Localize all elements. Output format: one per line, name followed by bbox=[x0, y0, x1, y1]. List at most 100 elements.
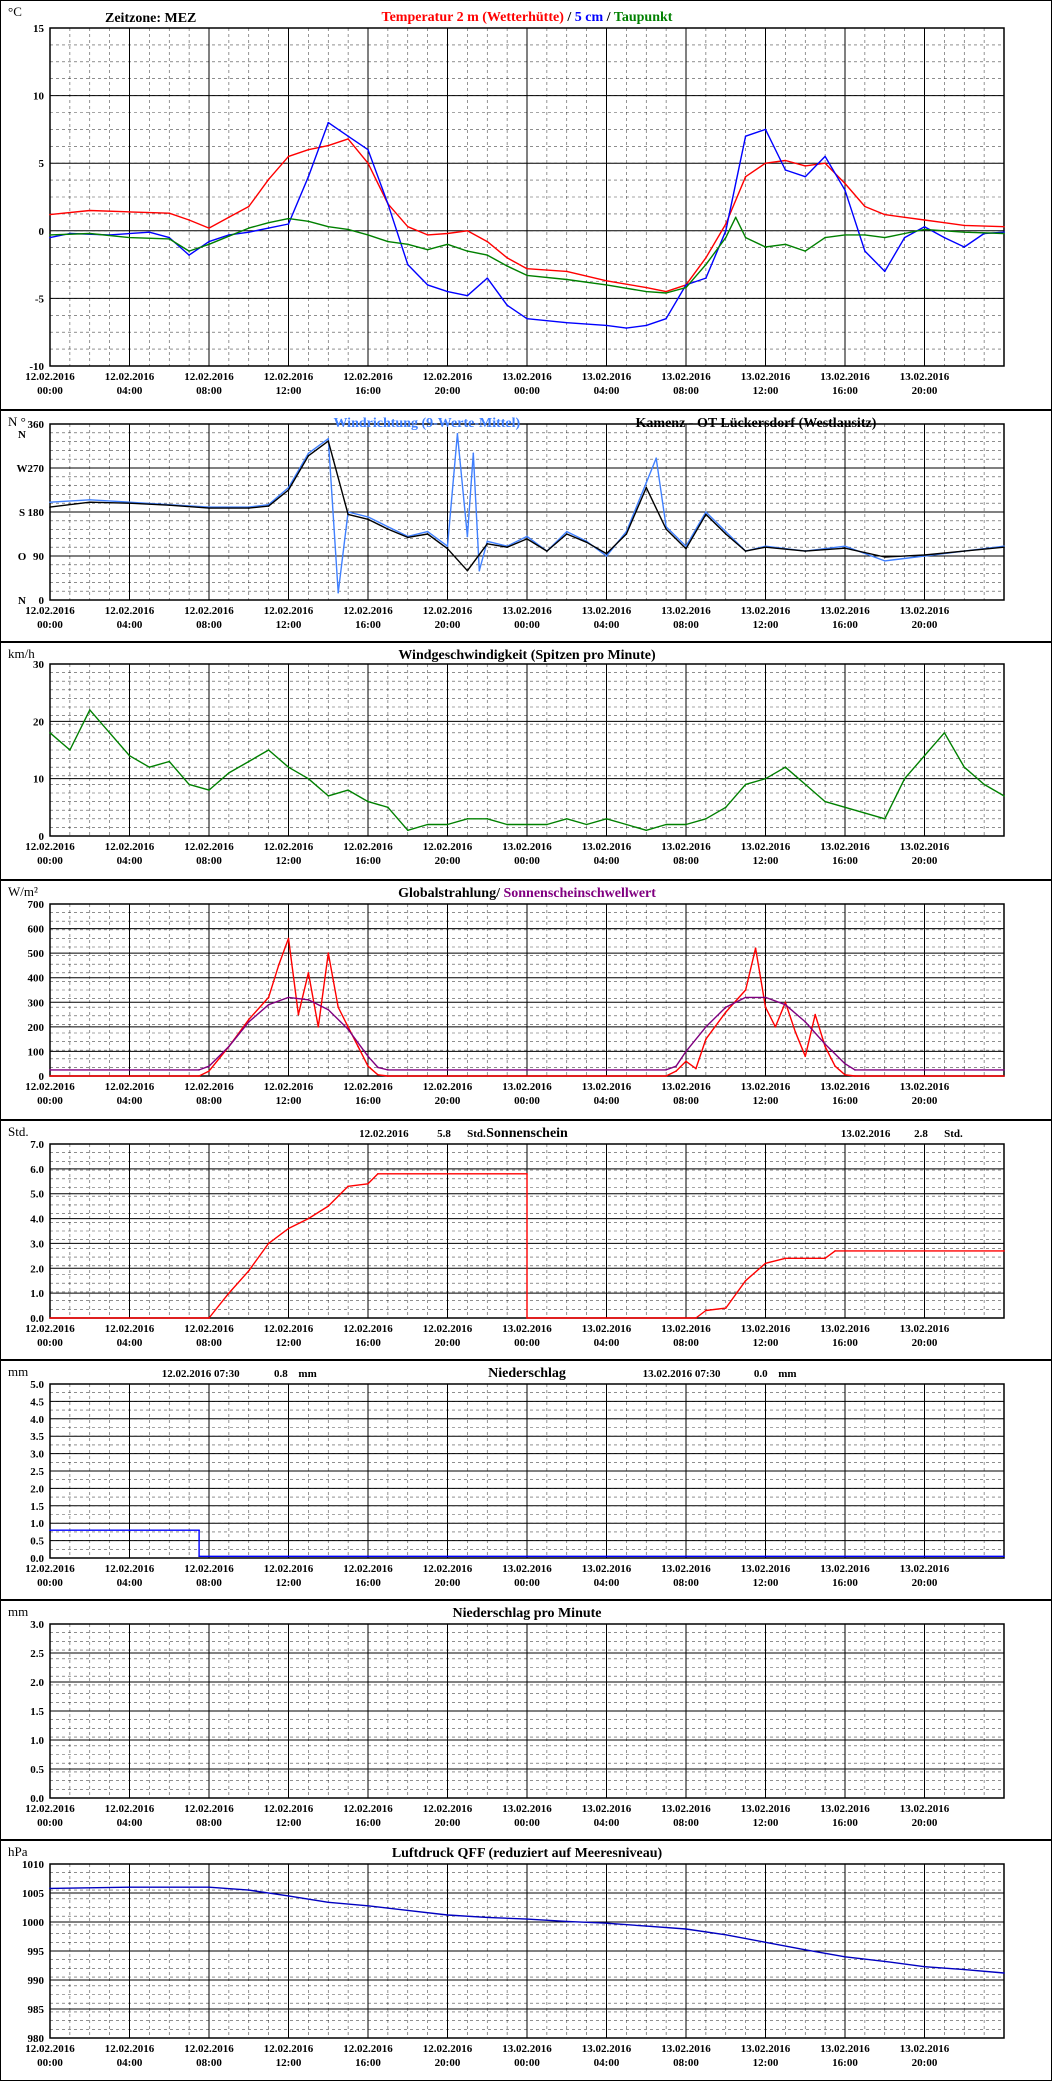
x-tick-time: 20:00 bbox=[912, 1817, 938, 1829]
data-point bbox=[844, 1956, 846, 1958]
data-point bbox=[377, 1066, 379, 1069]
x-tick-time: 00:00 bbox=[37, 1817, 63, 1829]
data-point bbox=[486, 240, 489, 243]
x-tick-date: 13.02.2016 bbox=[582, 1081, 632, 1093]
y-tick-label: 980 bbox=[28, 2033, 45, 2045]
data-point bbox=[247, 760, 250, 763]
data-point bbox=[1003, 225, 1005, 228]
data-point bbox=[705, 511, 707, 513]
data-point bbox=[128, 502, 131, 505]
data-point bbox=[287, 996, 290, 999]
data-point bbox=[208, 1317, 210, 1319]
data-point bbox=[506, 823, 508, 826]
data-point bbox=[307, 972, 310, 974]
y-tick-label: 600 bbox=[28, 924, 45, 936]
data-point bbox=[655, 457, 657, 460]
data-point bbox=[287, 766, 290, 768]
data-point bbox=[247, 1021, 250, 1023]
y-tick-label: 5 bbox=[39, 158, 45, 170]
y-tick-label: 1.5 bbox=[30, 1706, 44, 1718]
data-point bbox=[367, 1055, 369, 1058]
x-tick-date: 12.02.2016 bbox=[423, 1563, 473, 1575]
x-tick-date: 12.02.2016 bbox=[184, 1323, 234, 1335]
data-point bbox=[247, 1018, 250, 1021]
x-tick-time: 16:00 bbox=[355, 385, 381, 397]
x-tick-time: 00:00 bbox=[37, 2057, 63, 2069]
data-point bbox=[198, 1555, 200, 1558]
x-tick-time: 08:00 bbox=[673, 619, 699, 631]
x-tick-date: 12.02.2016 bbox=[264, 1563, 314, 1575]
data-point bbox=[1003, 546, 1005, 548]
data-point bbox=[307, 1217, 310, 1220]
data-point bbox=[307, 175, 310, 178]
data-point bbox=[705, 277, 707, 279]
data-point bbox=[466, 250, 469, 252]
x-tick-time: 16:00 bbox=[832, 855, 858, 867]
data-point bbox=[565, 533, 568, 535]
plot-frame bbox=[49, 27, 1005, 367]
data-point bbox=[208, 507, 210, 509]
data-point bbox=[486, 254, 489, 256]
unit-label: W/m² bbox=[8, 884, 38, 899]
chart-title-part: Globalstrahlung/ bbox=[398, 886, 503, 901]
data-point bbox=[148, 766, 151, 768]
data-point bbox=[168, 236, 171, 239]
data-point bbox=[168, 238, 171, 240]
x-tick-date: 12.02.2016 bbox=[105, 2043, 155, 2055]
data-point bbox=[526, 267, 528, 270]
data-point bbox=[834, 1065, 836, 1067]
y-tick-label: 2.0 bbox=[30, 1483, 44, 1495]
x-tick-date: 13.02.2016 bbox=[502, 1081, 552, 1093]
annotation: 0.8 bbox=[274, 1368, 288, 1380]
x-tick-date: 13.02.2016 bbox=[820, 841, 870, 853]
x-tick-time: 08:00 bbox=[673, 855, 699, 867]
data-point bbox=[844, 234, 846, 236]
data-point bbox=[883, 270, 886, 273]
data-point bbox=[486, 1916, 489, 1919]
series-line bbox=[50, 996, 1004, 1071]
y-tick-label: 4.0 bbox=[30, 1214, 44, 1226]
data-point bbox=[426, 533, 429, 535]
data-point bbox=[724, 236, 727, 239]
data-point bbox=[705, 818, 707, 820]
data-point bbox=[824, 1045, 826, 1048]
data-point bbox=[764, 1006, 767, 1008]
x-tick-time: 20:00 bbox=[912, 619, 938, 631]
annotation: Std. bbox=[944, 1128, 963, 1140]
data-point bbox=[287, 1227, 290, 1230]
data-point bbox=[983, 783, 985, 786]
x-tick-date: 12.02.2016 bbox=[25, 1803, 75, 1815]
y-tick-label: 3.0 bbox=[30, 1619, 44, 1631]
data-point bbox=[804, 175, 807, 178]
data-point bbox=[764, 546, 767, 548]
x-tick-date: 12.02.2016 bbox=[184, 1563, 234, 1575]
data-point bbox=[764, 128, 767, 131]
data-point bbox=[844, 182, 846, 185]
x-tick-time: 16:00 bbox=[832, 2057, 858, 2069]
x-tick-time: 04:00 bbox=[594, 1095, 620, 1107]
panel-wind_speed: 30 20 10 0 km/h Windgeschwindigkeit (Spitzen … bbox=[0, 642, 1052, 880]
compass-label: S bbox=[19, 507, 25, 519]
data-point bbox=[724, 806, 727, 809]
x-tick-time: 00:00 bbox=[514, 385, 540, 397]
x-tick-date: 12.02.2016 bbox=[105, 841, 155, 853]
y-tick-label: 0.0 bbox=[30, 1793, 44, 1805]
x-tick-time: 12:00 bbox=[276, 385, 302, 397]
x-tick-time: 04:00 bbox=[117, 1337, 143, 1349]
x-tick-time: 08:00 bbox=[673, 1337, 699, 1349]
data-point bbox=[377, 1173, 379, 1175]
x-tick-date: 13.02.2016 bbox=[741, 1323, 791, 1335]
x-tick-date: 12.02.2016 bbox=[184, 1081, 234, 1093]
data-point bbox=[208, 1070, 210, 1072]
x-tick-date: 13.02.2016 bbox=[582, 1323, 632, 1335]
x-tick-date: 13.02.2016 bbox=[820, 605, 870, 617]
data-point bbox=[327, 1205, 330, 1207]
data-point bbox=[327, 144, 330, 147]
data-point bbox=[228, 1292, 230, 1294]
x-tick-date: 12.02.2016 bbox=[25, 1081, 75, 1093]
data-point bbox=[228, 234, 230, 236]
data-point bbox=[188, 219, 190, 221]
data-point bbox=[645, 290, 648, 293]
series-line bbox=[49, 216, 1005, 294]
y-tick-label: 3.5 bbox=[30, 1431, 44, 1443]
